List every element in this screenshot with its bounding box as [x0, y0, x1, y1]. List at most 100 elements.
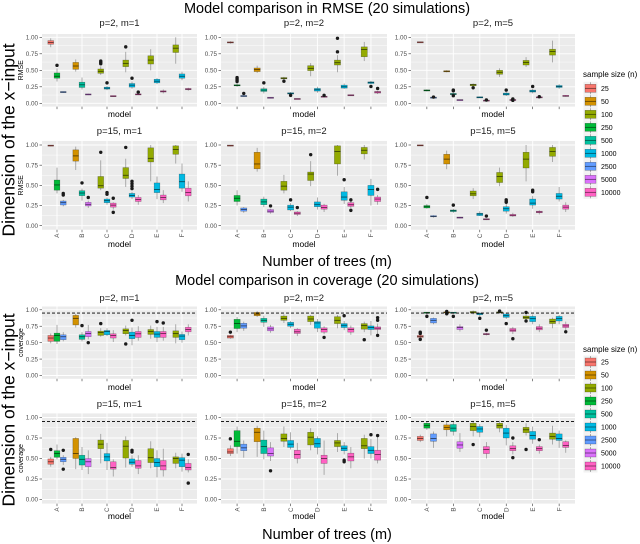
box — [72, 438, 79, 459]
outlier-point — [99, 150, 103, 154]
boxplot-model-e-n10000 — [160, 448, 167, 477]
box — [53, 450, 61, 458]
boxplot-model-b-n500 — [450, 420, 457, 436]
outlier-point — [504, 321, 508, 326]
facet-panel: 0.00 0.25 0.50 0.75 1.00 A B C D E Fp=15, m=2 model — [205, 126, 387, 249]
box — [172, 456, 179, 464]
facet-label: p=2, m=5 — [473, 18, 513, 29]
y-tick-label: 0.00 — [26, 223, 39, 230]
boxplot-model-c-n10000 — [110, 95, 117, 97]
outlier-point — [242, 91, 246, 96]
outlier-point — [524, 310, 528, 315]
y-tick-label: 0.50 — [205, 183, 218, 190]
box — [314, 321, 321, 329]
boxplot-model-e-n10000 — [535, 324, 543, 333]
boxplot-model-c-n1000 — [476, 211, 484, 217]
boxplot-model-a-n25 — [416, 144, 424, 147]
outlier-point — [564, 330, 568, 334]
panel-x-axis-title: model — [481, 239, 504, 249]
boxplot-model-b-n5000 — [85, 450, 92, 475]
x-axis-title: Number of trees (m) — [262, 254, 392, 270]
outlier-point — [130, 448, 134, 452]
boxplot-model-c-n1000 — [476, 312, 484, 321]
facet-panel: 0.00 0.25 0.50 0.75 1.00 p=2, m=5 model — [395, 293, 575, 392]
facet-label: p=15, m=2 — [281, 126, 326, 137]
x-tick-label: F — [368, 507, 375, 511]
box — [178, 334, 186, 340]
y-tick-label: 0.50 — [205, 68, 218, 75]
legend-label: 2500 — [601, 438, 617, 445]
boxplot-model-d-n10000 — [320, 440, 328, 475]
outlier-point — [342, 460, 346, 464]
boxplot-model-d-n1000 — [314, 86, 321, 93]
boxplot-model-e-n100 — [147, 49, 154, 71]
legend-label: 10000 — [601, 190, 621, 197]
boxplot-model-a-n2500 — [430, 317, 437, 325]
facet-label: p=15, m=5 — [470, 126, 515, 137]
boxplot-model-f-n10000 — [374, 315, 381, 338]
x-tick-label: D — [129, 507, 136, 512]
panel-x-axis-title: model — [108, 382, 131, 392]
boxplot-model-e-n10000 — [160, 89, 167, 94]
boxplot-model-e-n1000 — [529, 426, 536, 444]
y-tick-label: 0.00 — [205, 497, 218, 504]
boxplot-model-a-n2500 — [240, 321, 248, 331]
outlier-point — [155, 319, 159, 324]
y-tick-label: 0.00 — [26, 373, 39, 380]
boxplot-model-c-n10000 — [293, 328, 301, 337]
box — [347, 327, 355, 333]
boxplot-model-e-n10000 — [535, 95, 543, 99]
boxplot-model-f-n1000 — [367, 433, 375, 459]
boxplot-model-f-n1000 — [555, 84, 563, 89]
outlier-point — [375, 433, 380, 438]
boxplot-model-e-n100 — [147, 325, 154, 339]
boxplot-model-a-n2500 — [240, 207, 248, 213]
y-tick-label: 0.75 — [26, 323, 39, 330]
box — [122, 328, 129, 335]
boxplot-model-a-n25 — [227, 144, 234, 147]
boxplot-model-c-n1000 — [476, 424, 484, 438]
coverage-figure: Model comparison in coverage (20 simulat… — [0, 273, 638, 543]
x-tick-label: B — [451, 507, 458, 511]
boxplot-model-a-n250 — [233, 426, 241, 454]
box — [307, 171, 315, 181]
outlier-point — [86, 195, 90, 200]
box — [122, 440, 129, 459]
y-tick-label: 0.25 — [26, 476, 39, 483]
boxplot-model-f-n1000 — [555, 315, 563, 325]
boxplot-model-e-n1000 — [529, 314, 536, 325]
x-tick-label: D — [315, 507, 322, 512]
outlier-point — [228, 437, 233, 441]
boxplot-model-b-n5000 — [267, 96, 274, 99]
outlier-point — [61, 467, 65, 471]
outlier-point — [111, 210, 115, 215]
box — [469, 190, 477, 197]
boxplot-model-b-n500 — [450, 203, 457, 213]
boxplot-model-f-n100 — [360, 434, 368, 459]
panel-y-axis-title: RMSE — [18, 175, 25, 196]
y-tick-label: 1.00 — [26, 35, 39, 42]
x-tick-label: A — [54, 233, 61, 238]
outlier-point — [262, 81, 266, 85]
outlier-point — [431, 95, 436, 99]
boxplot-model-c-n10000 — [110, 459, 117, 477]
box — [483, 446, 490, 454]
boxplot-model-c-n100 — [280, 174, 288, 194]
x-tick-label: C — [288, 233, 295, 238]
boxplot-model-c-n10000 — [293, 442, 301, 464]
boxplot-model-f-n1000 — [178, 453, 186, 472]
boxplot-model-d-n100 — [496, 420, 503, 433]
box — [469, 422, 477, 431]
y-tick-label: 0.25 — [395, 356, 408, 363]
legend-label: 1000 — [601, 425, 617, 432]
y-tick-label: 0.75 — [395, 435, 408, 442]
x-tick-label: B — [261, 234, 268, 238]
box — [97, 330, 104, 336]
x-tick-label: C — [104, 507, 111, 512]
outlier-point — [235, 75, 239, 80]
panel-y-axis-title: RMSE — [18, 60, 25, 81]
y-tick-label: 0.50 — [395, 456, 408, 463]
outlier-point — [504, 88, 508, 92]
outlier-point — [451, 94, 456, 98]
box — [293, 328, 301, 334]
